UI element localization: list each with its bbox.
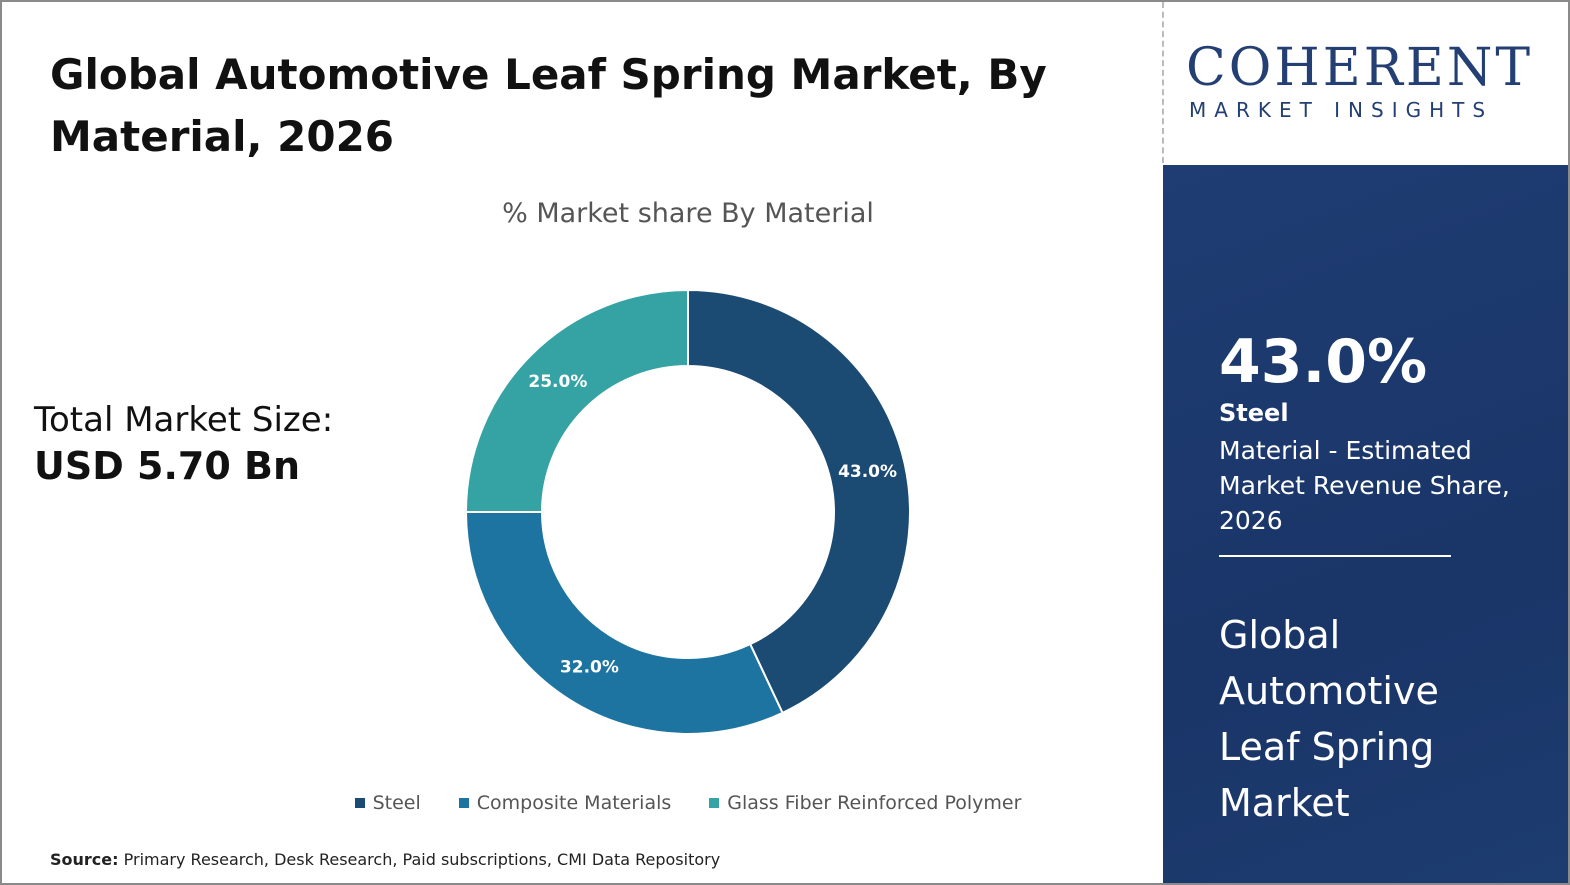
legend-swatch (354, 798, 365, 808)
legend-swatch (458, 798, 469, 808)
source-label: Source: (50, 850, 119, 869)
logo-name: COHERENT (1186, 38, 1534, 98)
data-label: 43.0% (838, 462, 897, 482)
donut-slice (687, 288, 911, 715)
donut-slice (464, 511, 784, 735)
chart: 43.0% 32.0% 25.0% (464, 288, 911, 735)
panel-value: 43.0% (1219, 327, 1428, 397)
market-size-value: USD 5.70 Bn (34, 444, 300, 488)
legend-label: Composite Materials (476, 792, 672, 814)
panel-segment: Steel (1219, 399, 1289, 427)
source-text: Primary Research, Desk Research, Paid su… (123, 850, 721, 869)
legend-item: Glass Fiber Reinforced Polymer (709, 792, 1021, 814)
panel-description: Material - Estimated Market Revenue Shar… (1219, 436, 1510, 535)
donut-slice (464, 288, 689, 513)
side-panel: 43.0% Steel Material - Estimated Market … (1163, 165, 1568, 883)
divider (1162, 2, 1164, 163)
source: Source: Primary Research, Desk Research,… (50, 850, 720, 869)
panel-rule (1219, 555, 1451, 557)
panel-market: Global Automotive Leaf Spring Market (1219, 613, 1439, 825)
legend-item: Steel (354, 792, 421, 814)
data-label: 25.0% (528, 372, 587, 392)
title: Global Automotive Leaf Spring Market, By… (50, 50, 1047, 161)
legend-label: Steel (372, 792, 421, 814)
legend-label: Glass Fiber Reinforced Polymer (727, 792, 1022, 814)
legend: Steel Composite Materials Glass Fiber Rein… (288, 792, 1088, 814)
chart-subtitle: % Market share By Material (502, 198, 874, 229)
legend-swatch (709, 798, 720, 808)
data-label: 32.0% (560, 657, 619, 677)
logo-tagline: MARKET INSIGHTS (1189, 98, 1494, 122)
market-size-label: Total Market Size: (34, 400, 334, 440)
legend-item: Composite Materials (458, 792, 672, 814)
